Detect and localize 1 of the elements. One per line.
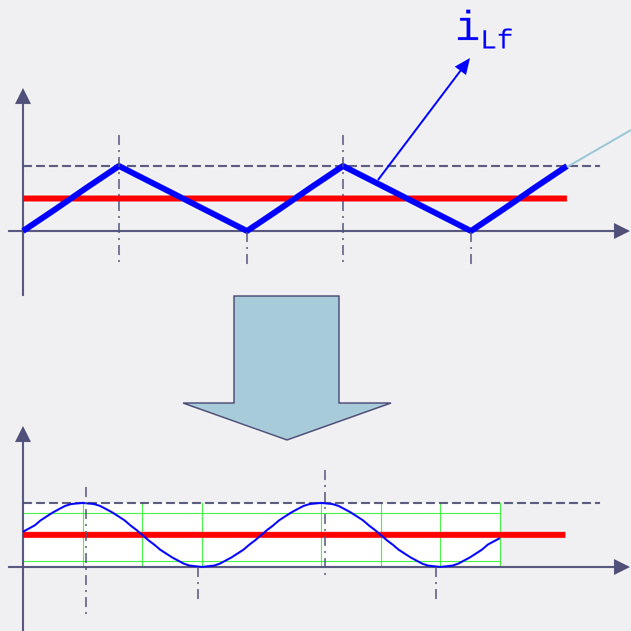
text: i$_{Lf}$ (455, 5, 514, 58)
